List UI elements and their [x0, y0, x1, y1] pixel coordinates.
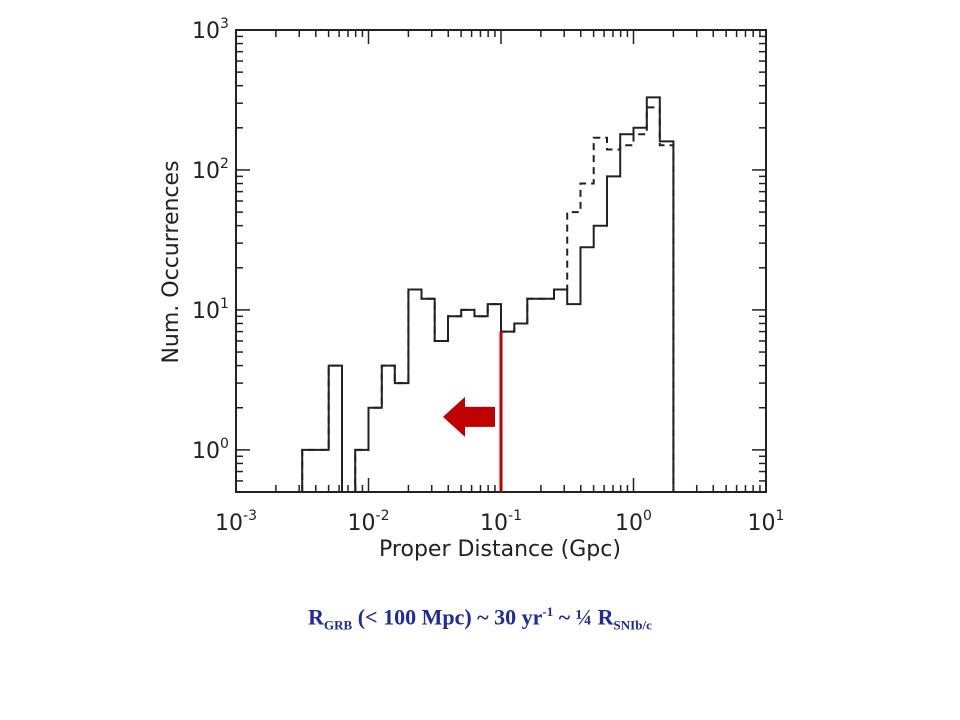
x-tick-labels: 10-3 10-2 10-1 100 101 — [215, 508, 784, 536]
caption-exponent: -1 — [542, 604, 554, 619]
x-tick-label: 10-2 — [348, 508, 390, 536]
caption: RGRB (< 100 Mpc) ~ 30 yr-1 ~ ¼ RSNIb/c — [0, 604, 960, 634]
histogram-solid-series — [301, 96, 675, 493]
caption-grb-subscript: GRB — [324, 617, 353, 633]
annotation-layer — [443, 331, 503, 492]
caption-r1: R — [308, 604, 325, 630]
x-tick-label: 100 — [615, 508, 652, 536]
y-tick-label: 102 — [192, 156, 229, 184]
x-tick-label: 10-1 — [480, 508, 522, 536]
histogram-dashed-series — [301, 106, 675, 493]
y-tick-label: 100 — [192, 436, 229, 464]
y-tick-label: 101 — [192, 296, 229, 324]
y-tick-label: 103 — [192, 16, 229, 44]
x-tick-label: 101 — [748, 508, 785, 536]
caption-middle: (< 100 Mpc) ~ 30 yr — [352, 604, 543, 630]
axis-ticks — [235, 30, 766, 493]
y-tick-labels: 100 101 102 103 — [192, 16, 229, 464]
y-axis-label: Num. Occurrences — [159, 160, 184, 363]
caption-snibc-subscript: SNIb/c — [613, 617, 652, 633]
histogram-chart: 10-3 10-2 10-1 100 101 100 101 102 103 Proper D… — [159, 16, 784, 562]
x-tick-label: 10-3 — [215, 508, 257, 536]
left-arrow — [443, 396, 495, 437]
x-axis-label: Proper Distance (Gpc) — [379, 537, 621, 562]
series-layer — [301, 96, 675, 493]
caption-tail: ~ ¼ R — [553, 604, 614, 630]
